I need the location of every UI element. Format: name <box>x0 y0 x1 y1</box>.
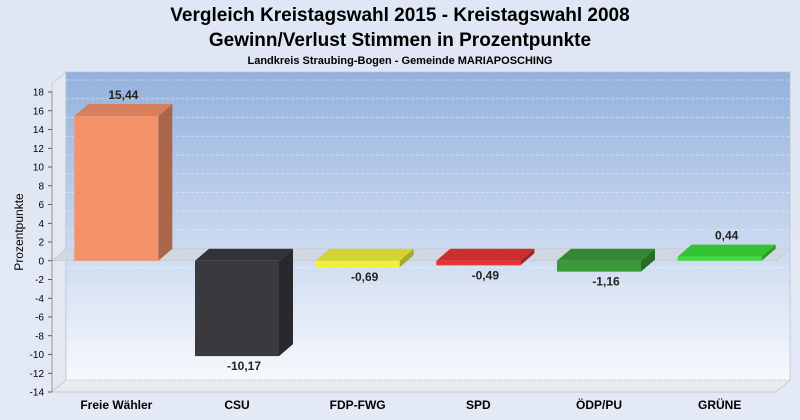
y-tick-label: 16 <box>33 106 45 117</box>
bar-side <box>520 248 535 266</box>
bar-top <box>195 248 293 261</box>
bar-top <box>557 248 655 261</box>
y-tick-label: 12 <box>33 144 45 155</box>
bar-front <box>677 256 762 261</box>
y-tick-label: 8 <box>38 181 44 192</box>
data-label: 15,44 <box>108 88 138 102</box>
data-label: -10,17 <box>227 359 261 373</box>
bar-top <box>436 248 535 261</box>
bar-front <box>436 260 521 266</box>
bar-side <box>761 244 776 261</box>
y-tick-label: 2 <box>38 238 44 249</box>
data-label: -0,49 <box>472 268 500 282</box>
plot-floor <box>51 379 791 393</box>
bar-side <box>158 104 173 261</box>
x-tick-label: SPD <box>466 398 491 412</box>
bar-side <box>641 248 655 272</box>
y-tick-label: 0 <box>38 256 44 267</box>
bar <box>436 248 535 266</box>
x-tick-label: ÖDP/PU <box>576 397 622 412</box>
bar <box>195 248 293 357</box>
bar-front <box>195 260 279 357</box>
x-tick-label: Freie Wähler <box>80 398 152 412</box>
bar-front <box>315 260 400 268</box>
y-tick-label: -8 <box>35 331 44 342</box>
bar-top <box>315 248 414 261</box>
y-axis-label: Prozentpunkte <box>12 193 26 271</box>
bar-side <box>279 248 293 357</box>
x-tick-label: CSU <box>224 398 249 412</box>
bar-top <box>677 244 776 257</box>
bar <box>315 248 414 268</box>
y-tick-label: -4 <box>35 294 44 305</box>
data-label: 0,44 <box>715 229 739 243</box>
y-tick-label: -6 <box>35 313 44 324</box>
y-tick-label: -10 <box>30 350 45 361</box>
bars: 15,44 -10,17 -0,69 -0,49 -1,16 0,44 <box>74 88 776 373</box>
bar-front <box>74 116 159 261</box>
bar-front <box>557 260 641 272</box>
y-tick-label: -12 <box>30 369 45 380</box>
chart-subtitle-2: Landkreis Straubing-Bogen - Gemeinde MAR… <box>248 55 553 67</box>
plot-background <box>65 71 791 381</box>
y-tick-label: -2 <box>35 275 44 286</box>
chart-subtitle: Gewinn/Verlust Stimmen in Prozentpunkte <box>209 30 591 51</box>
y-axis-ticks: -14 -12 -10 -8 -6 -4 -2 0 2 4 6 8 10 12 14 16 18 <box>30 88 53 399</box>
chart-title: Vergleich Kreistagswahl 2015 - Kreistags… <box>170 5 629 26</box>
y-tick-label: 10 <box>33 163 45 174</box>
y-tick-label: 6 <box>38 200 44 211</box>
y-tick-label: 18 <box>33 88 45 99</box>
y-tick-label: 4 <box>38 219 44 230</box>
data-label: -1,16 <box>592 275 620 289</box>
bar-side <box>399 248 414 268</box>
x-tick-label: GRÜNE <box>698 397 741 412</box>
bar <box>557 248 655 272</box>
bar-top <box>74 104 173 116</box>
y-tick-label: 14 <box>33 125 45 136</box>
plot-side-wall <box>51 71 67 393</box>
data-label: -0,69 <box>351 270 379 284</box>
y-tick-label: -14 <box>30 388 45 399</box>
bar <box>677 244 776 261</box>
x-axis-categories: Freie Wähler CSU FDP-FWG SPD ÖDP/PU GRÜNE <box>80 397 741 412</box>
x-tick-label: FDP-FWG <box>330 398 386 412</box>
bar <box>74 104 173 261</box>
